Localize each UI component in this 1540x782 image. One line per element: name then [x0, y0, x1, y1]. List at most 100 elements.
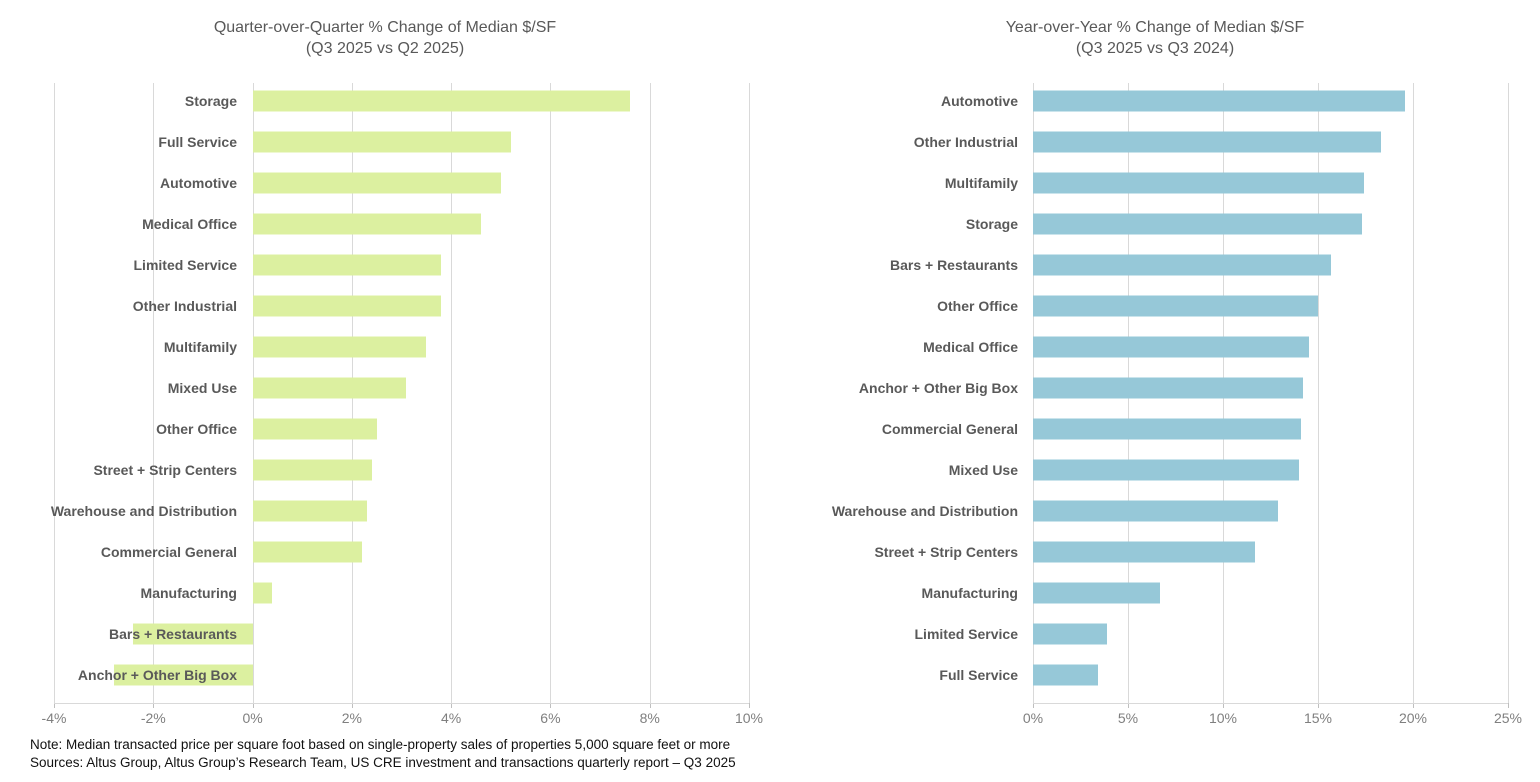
category-label-warehouse-and-distribution: Warehouse and Distribution [50, 503, 237, 519]
bar-warehouse-and-distribution [252, 500, 367, 522]
bar-medical-office [1033, 336, 1309, 358]
category-label-street-strip-centers: Street + Strip Centers [93, 462, 237, 478]
category-label-other-office: Other Office [937, 298, 1018, 314]
axis-tickmark [252, 703, 254, 708]
category-label-other-industrial: Other Industrial [913, 134, 1018, 150]
gridline [1318, 83, 1319, 703]
x-axis-tick-label: 0% [1022, 710, 1044, 726]
axis-tickmark [54, 703, 55, 708]
category-label-anchor-other-big-box: Anchor + Other Big Box [858, 380, 1018, 396]
bar-multifamily [252, 336, 427, 358]
axis-tickmark [1508, 703, 1509, 708]
x-axis-tick-label: 10% [1208, 710, 1238, 726]
x-axis-tick-label: 6% [540, 710, 561, 726]
category-label-limited-service: Limited Service [914, 626, 1019, 642]
category-label-bars-restaurants: Bars + Restaurants [108, 626, 237, 642]
category-label-storage: Storage [965, 216, 1018, 232]
category-label-automotive: Automotive [941, 93, 1018, 109]
bar-other-industrial [252, 295, 442, 317]
bar-anchor-other-big-box [113, 664, 253, 686]
category-label-warehouse-and-distribution: Warehouse and Distribution [831, 503, 1018, 519]
category-label-mixed-use: Mixed Use [167, 380, 237, 396]
bar-manufacturing [1033, 582, 1161, 604]
category-label-bars-restaurants: Bars + Restaurants [889, 257, 1018, 273]
axis-tickmark [749, 703, 750, 708]
x-axis-tick-label: 20% [1398, 710, 1428, 726]
category-label-storage: Storage [184, 93, 237, 109]
x-axis-tick-label: 10% [734, 710, 764, 726]
chart-title: Year-over-Year % Change of Median $/SF [1005, 19, 1305, 36]
sources-text: Sources: Altus Group, Altus Group’s Rese… [30, 755, 736, 770]
category-label-manufacturing: Manufacturing [921, 585, 1018, 601]
gridline [451, 83, 453, 703]
chart-subtitle: (Q3 2025 vs Q3 2024) [1075, 40, 1235, 57]
chart-subtitle: (Q3 2025 vs Q2 2025) [305, 40, 465, 57]
x-axis-line [54, 703, 749, 704]
bar-full-service [1033, 664, 1098, 686]
note-text: Note: Median transacted price per square… [30, 737, 731, 752]
category-label-other-office: Other Office [156, 421, 237, 437]
x-axis-tick-label: 15% [1303, 710, 1333, 726]
axis-tickmark [1413, 703, 1414, 708]
chart-title: Quarter-over-Quarter % Change of Median … [213, 19, 557, 36]
category-label-commercial-general: Commercial General [100, 544, 237, 560]
x-axis-tick-label: 5% [1117, 710, 1139, 726]
category-label-street-strip-centers: Street + Strip Centers [874, 544, 1018, 560]
bar-manufacturing [252, 582, 273, 604]
bar-street-strip-centers [252, 459, 372, 481]
bar-limited-service [252, 254, 442, 276]
bar-warehouse-and-distribution [1033, 500, 1279, 522]
bar-automotive [252, 172, 501, 194]
category-label-manufacturing: Manufacturing [140, 585, 237, 601]
bar-mixed-use [252, 377, 407, 399]
x-axis-tick-label: 25% [1493, 710, 1523, 726]
axis-tickmark [451, 703, 453, 708]
category-label-automotive: Automotive [160, 175, 237, 191]
bar-mixed-use [1033, 459, 1299, 481]
bar-commercial-general [252, 541, 362, 563]
category-label-limited-service: Limited Service [133, 257, 238, 273]
x-axis-tick-label: 4% [441, 710, 462, 726]
x-axis-tick-label: -2% [140, 710, 166, 726]
bar-bars-restaurants [133, 623, 253, 645]
gridline [550, 83, 552, 703]
axis-tickmark [351, 703, 353, 708]
gridline [649, 83, 651, 703]
gridline [153, 83, 155, 703]
category-label-multifamily: Multifamily [944, 175, 1018, 191]
bar-storage [1033, 213, 1362, 235]
bar-commercial-general [1033, 418, 1301, 440]
category-label-full-service: Full Service [158, 134, 237, 150]
bar-multifamily [1033, 172, 1364, 194]
x-axis-tick-label: 8% [639, 710, 660, 726]
axis-tickmark [153, 703, 155, 708]
category-label-multifamily: Multifamily [163, 339, 237, 355]
axis-tickmark [1033, 703, 1034, 708]
axis-tickmark [1223, 703, 1224, 708]
axis-tickmark [1318, 703, 1319, 708]
category-label-other-industrial: Other Industrial [132, 298, 237, 314]
category-label-full-service: Full Service [939, 667, 1018, 683]
bar-storage [252, 90, 630, 112]
gridline [54, 83, 55, 703]
bar-anchor-other-big-box [1033, 377, 1303, 399]
category-label-medical-office: Medical Office [142, 216, 237, 232]
category-label-commercial-general: Commercial General [881, 421, 1018, 437]
bar-limited-service [1033, 623, 1108, 645]
axis-tickmark [550, 703, 552, 708]
bar-medical-office [252, 213, 481, 235]
bar-bars-restaurants [1033, 254, 1332, 276]
category-label-mixed-use: Mixed Use [948, 462, 1018, 478]
category-label-anchor-other-big-box: Anchor + Other Big Box [77, 667, 237, 683]
yoy-chart: Year-over-Year % Change of Median $/SF (… [770, 0, 1540, 782]
qoq-chart: Quarter-over-Quarter % Change of Median … [41, 19, 764, 726]
footnote-block: Note: Median transacted price per square… [30, 736, 736, 772]
bar-full-service [252, 131, 511, 153]
x-axis-tick-label: -4% [41, 710, 67, 726]
bar-other-office [252, 418, 377, 440]
x-axis-tick-label: 2% [341, 710, 362, 726]
axis-tickmark [1128, 703, 1129, 708]
bar-automotive [1033, 90, 1406, 112]
gridline [1508, 83, 1509, 703]
gridline [1413, 83, 1414, 703]
